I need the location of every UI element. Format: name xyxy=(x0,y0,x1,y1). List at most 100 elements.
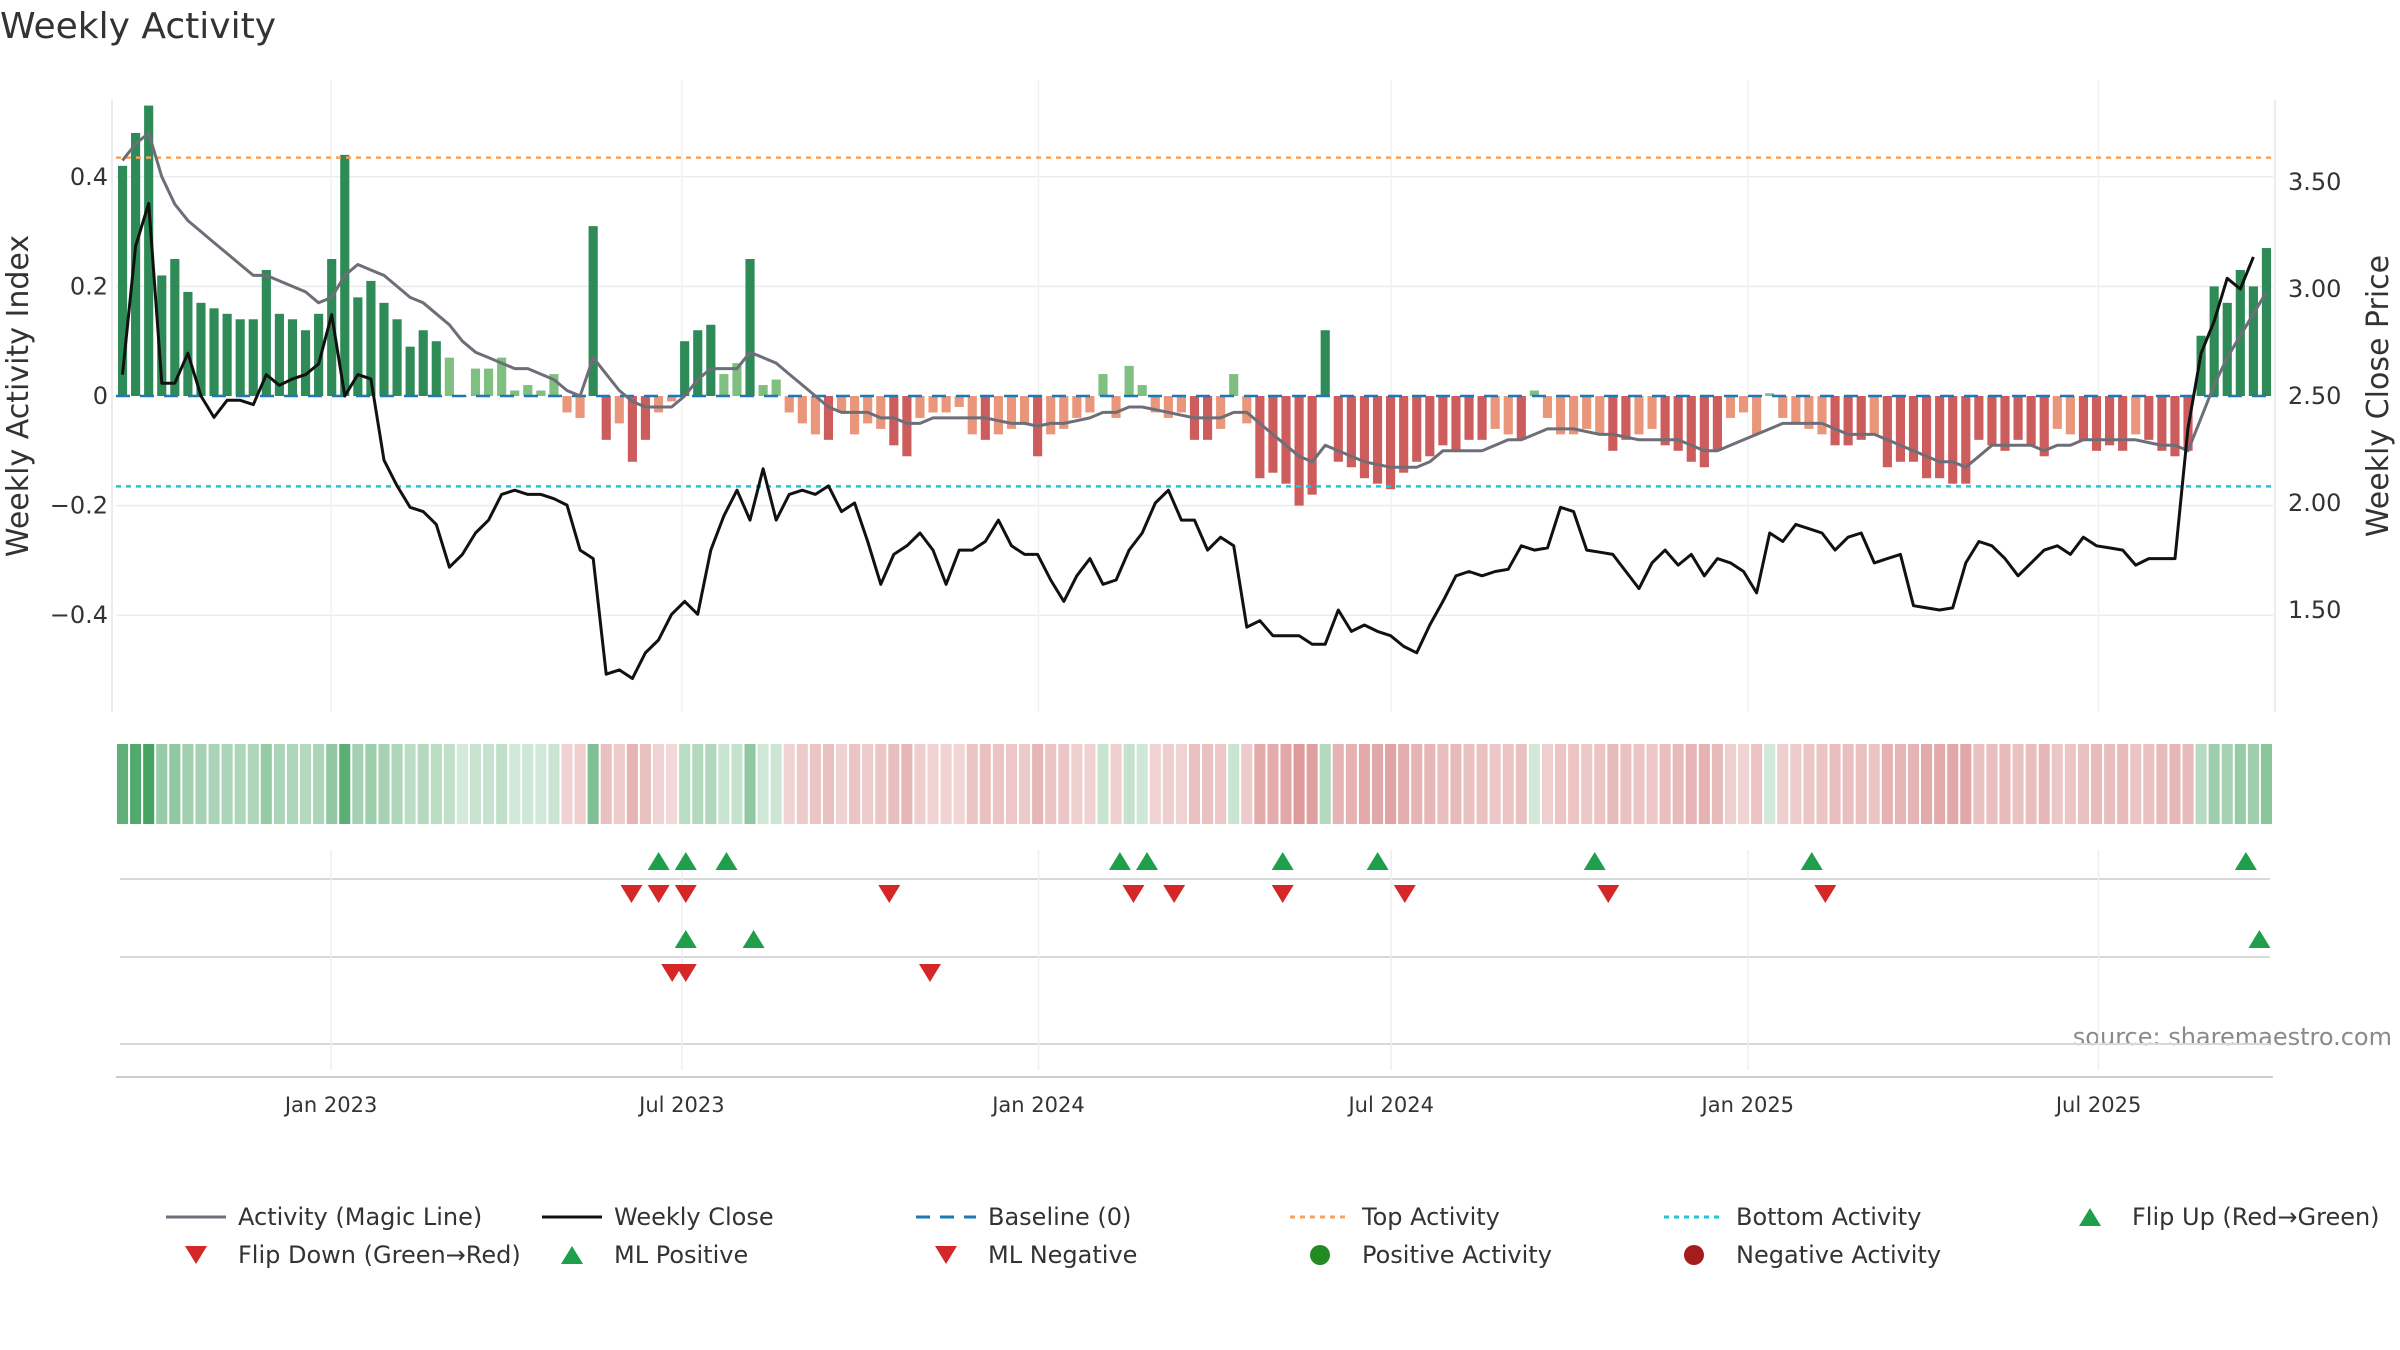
flip-up-marker xyxy=(674,852,697,870)
heat-strip-cell xyxy=(1162,744,1174,824)
heat-strip-cell xyxy=(1019,744,1031,824)
heat-strip-cell xyxy=(1280,744,1292,824)
heat-strip-cell xyxy=(666,744,678,824)
activity-bar xyxy=(1542,396,1553,418)
activity-bar xyxy=(771,379,781,396)
activity-bar xyxy=(1582,396,1592,429)
heat-strip-cell xyxy=(574,744,586,824)
heat-strip-cell xyxy=(2221,744,2233,824)
legend-label-magic-line: Activity (Magic Line) xyxy=(238,1203,482,1231)
activity-bar xyxy=(1124,365,1134,396)
heat-strip-cell xyxy=(1738,744,1750,824)
activity-bar xyxy=(1320,330,1330,396)
activity-bar xyxy=(274,313,284,396)
y-right-tick-label: 3.00 xyxy=(2288,275,2341,303)
activity-bar xyxy=(1176,396,1187,413)
heat-strip-cell xyxy=(1502,744,1514,824)
activity-bar xyxy=(1294,396,1304,506)
legend-label-ml-positive: ML Positive xyxy=(614,1241,748,1269)
activity-bar xyxy=(144,105,154,396)
heat-strip-cell xyxy=(417,744,429,824)
activity-bar xyxy=(1686,396,1696,462)
activity-bar xyxy=(993,396,1003,435)
heat-strip-cell xyxy=(849,744,861,824)
activity-bar xyxy=(588,226,598,396)
heat-strip-cell xyxy=(1319,744,1331,824)
activity-bar xyxy=(954,396,964,407)
activity-bar xyxy=(680,341,690,396)
heat-strip-cell xyxy=(286,744,299,824)
heat-strip-cell xyxy=(1058,744,1070,824)
activity-bar xyxy=(1647,396,1657,429)
activity-bar xyxy=(353,297,363,396)
heat-strip-cell xyxy=(862,744,874,824)
activity-bar xyxy=(1869,396,1879,435)
flip-down-marker xyxy=(1122,885,1145,903)
heat-strip-cell xyxy=(2182,744,2194,824)
y-left-tick-label: 0 xyxy=(93,382,108,410)
heat-strip-cell xyxy=(1306,744,1318,824)
heat-strip-cell xyxy=(1358,744,1370,824)
heat-strip-cell xyxy=(1515,744,1527,824)
heat-strip-cell xyxy=(273,744,285,824)
activity-bar xyxy=(1503,396,1513,435)
flip-down-marker xyxy=(878,885,901,903)
x-tick-label: Jan 2025 xyxy=(1700,1093,1795,1117)
heat-strip-cell xyxy=(1032,744,1044,824)
heat-strip-cell xyxy=(718,744,730,824)
activity-bar xyxy=(2144,396,2154,440)
activity-bar xyxy=(758,385,768,396)
activity-bar xyxy=(2196,335,2206,396)
heat-strip-cell xyxy=(2077,744,2089,824)
y-right-tick-label: 1.50 xyxy=(2288,596,2341,624)
heat-strip-cell xyxy=(2195,744,2207,824)
activity-bar xyxy=(366,280,376,396)
heat-strip-cell xyxy=(260,744,272,824)
activity-bar xyxy=(706,324,716,396)
activity-bar xyxy=(2052,396,2062,429)
heat-strip-cell xyxy=(2247,744,2259,824)
activity-bar xyxy=(497,357,507,396)
activity-bar xyxy=(1908,396,1919,462)
heat-strip-cell xyxy=(1371,744,1384,824)
heat-strip-cell xyxy=(1829,744,1841,824)
activity-bar xyxy=(235,319,245,396)
ml-positive-marker xyxy=(2248,930,2271,948)
activity-bar xyxy=(601,396,611,440)
activity-bar xyxy=(1595,396,1605,435)
heat-strip-cell xyxy=(1868,744,1880,824)
activity-bar xyxy=(1281,396,1291,484)
activity-bar xyxy=(1882,396,1892,468)
activity-bar xyxy=(863,396,873,424)
activity-bar xyxy=(2170,396,2180,457)
flip-marker-rows xyxy=(116,850,2273,1078)
activity-bar xyxy=(2209,286,2219,396)
heat-strip-cell xyxy=(1202,744,1214,824)
activity-bar xyxy=(1804,396,1814,429)
activity-bar xyxy=(1307,396,1317,495)
legend-label-baseline: Baseline (0) xyxy=(988,1203,1131,1231)
activity-bar xyxy=(157,275,167,396)
activity-bar xyxy=(1346,396,1356,468)
heat-strip-cell xyxy=(1424,744,1436,824)
flip-down-marker xyxy=(620,885,643,903)
legend-label-bottom-activity: Bottom Activity xyxy=(1736,1203,1921,1231)
heat-strip-cell xyxy=(1764,744,1776,824)
activity-bar xyxy=(2131,396,2141,435)
activity-bar xyxy=(1451,396,1461,451)
heat-strip-cell xyxy=(2234,744,2246,824)
heat-strip-cell xyxy=(1541,744,1553,824)
activity-bar xyxy=(1830,396,1840,446)
heat-strip-cell xyxy=(1345,744,1357,824)
heat-strip-cell xyxy=(1724,744,1737,824)
heat-strip-cell xyxy=(1934,744,1946,824)
activity-bar xyxy=(536,390,546,396)
heat-strip-cell xyxy=(1803,744,1815,824)
heat-strip-cell xyxy=(404,744,416,824)
activity-bar xyxy=(1699,396,1709,468)
y-left-tick-label: 0.2 xyxy=(70,272,108,300)
activity-bar xyxy=(196,302,206,396)
activity-bar xyxy=(1817,396,1827,435)
activity-bar xyxy=(941,396,951,413)
